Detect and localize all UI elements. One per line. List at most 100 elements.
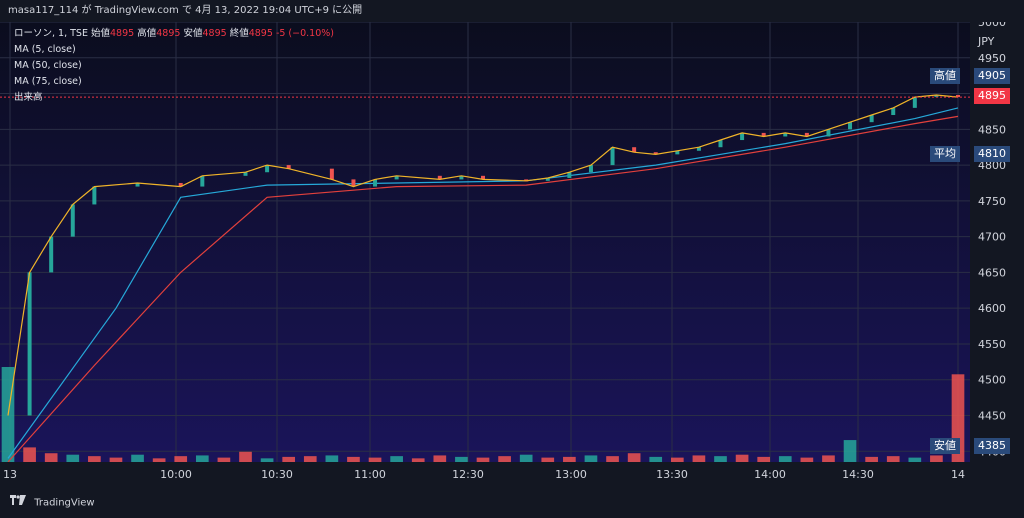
volume-bar xyxy=(886,456,900,462)
chart-legend: ローソン, 1, TSE 始値4895 高値4895 安値4895 終値4895… xyxy=(14,26,334,106)
y-tick-label: 4600 xyxy=(978,302,1006,315)
volume-bar xyxy=(44,453,58,462)
avg-tag-value: 4810 xyxy=(974,146,1010,162)
legend-symbol[interactable]: ローソン, 1, TSE xyxy=(14,28,88,39)
candle xyxy=(610,147,615,166)
close-label: 終値 xyxy=(229,28,249,39)
volume-bar xyxy=(930,455,943,462)
candle xyxy=(956,94,960,98)
candle xyxy=(869,115,874,123)
volume-bar xyxy=(152,458,166,462)
candle xyxy=(49,236,54,273)
ma75-line xyxy=(7,115,959,463)
candle xyxy=(459,175,464,180)
volume-bar xyxy=(865,456,878,462)
y-tick-label: 4450 xyxy=(978,409,1006,422)
y-tick-label: 4800 xyxy=(978,159,1006,172)
time-axis-bg xyxy=(0,462,970,488)
x-tick-label: 14:00 xyxy=(754,468,786,481)
x-tick-label: 13:30 xyxy=(656,468,688,481)
footer: TradingView xyxy=(0,488,1024,517)
close-value: 4895 xyxy=(248,28,273,39)
y-tick-label: 4700 xyxy=(978,231,1006,244)
plot-background xyxy=(0,22,970,462)
volume-bar xyxy=(692,455,706,462)
volume-bar xyxy=(23,447,36,462)
volume-bar xyxy=(368,457,382,462)
candle xyxy=(567,172,572,178)
x-tick-label: 11:00 xyxy=(354,468,386,481)
legend-ma75[interactable]: MA (75, close) xyxy=(14,76,82,87)
low-tag-label: 安値 xyxy=(930,438,960,454)
candle xyxy=(329,168,334,180)
high-label: 高値 xyxy=(137,28,157,39)
volume-bar xyxy=(476,457,490,462)
x-tick-label: 14:30 xyxy=(842,468,874,481)
candle xyxy=(675,150,680,155)
candle xyxy=(761,132,766,137)
candle xyxy=(653,152,658,155)
candle xyxy=(178,182,183,187)
volume-bar xyxy=(735,454,749,462)
x-tick-label: 10:00 xyxy=(160,468,192,481)
legend-volume[interactable]: 出来高 xyxy=(14,92,43,103)
volume-bar xyxy=(822,455,835,462)
open-label: 始値 xyxy=(91,28,111,39)
price-chart[interactable]: 5000495049004850480047504700465046004550… xyxy=(0,22,1024,488)
volume-bar xyxy=(670,457,684,462)
volume-bar xyxy=(260,458,274,462)
y-tick-label: 4950 xyxy=(978,52,1006,65)
volume-bar xyxy=(390,456,403,462)
volume-bar xyxy=(131,454,144,462)
candle xyxy=(912,97,917,108)
x-tick-label: 14 xyxy=(951,468,965,481)
candle xyxy=(588,165,593,173)
legend-ohlc: 始値4895 高値4895 安値4895 終値4895 -5 (−0.10%) xyxy=(91,28,334,39)
volume-bar xyxy=(217,457,231,462)
tradingview-logo-icon[interactable] xyxy=(10,488,26,517)
candle xyxy=(70,204,75,237)
volume-bar xyxy=(66,454,80,462)
candle xyxy=(891,107,896,116)
high-tag-value: 4905 xyxy=(974,68,1010,84)
x-tick-label: 12:30 xyxy=(452,468,484,481)
volume-bar xyxy=(498,456,511,462)
candle xyxy=(200,175,205,187)
volume-bar xyxy=(584,455,598,462)
volume-bar xyxy=(563,456,576,462)
candle xyxy=(545,177,550,181)
candle xyxy=(934,94,939,98)
volume-bar xyxy=(541,457,555,462)
candle xyxy=(265,165,270,173)
candle xyxy=(286,165,291,169)
legend-ma50[interactable]: MA (50, close) xyxy=(14,60,82,71)
grid xyxy=(0,22,970,462)
candle xyxy=(740,132,745,141)
high-tag-label: 高値 xyxy=(930,68,960,84)
low-tag-value: 4385 xyxy=(974,438,1010,454)
volume-bar xyxy=(714,456,727,462)
candle xyxy=(848,122,853,130)
y-tick-label: 4750 xyxy=(978,195,1006,208)
volume-bar xyxy=(843,440,857,462)
volume-bar xyxy=(455,456,468,462)
candle xyxy=(481,175,485,180)
open-value: 4895 xyxy=(110,28,135,39)
legend-ma5[interactable]: MA (5, close) xyxy=(14,44,76,55)
candle xyxy=(351,179,356,187)
candle xyxy=(783,132,788,137)
low-label: 安値 xyxy=(183,28,203,39)
y-tick-label: 5000 xyxy=(978,22,1006,29)
high-value: 4895 xyxy=(156,28,181,39)
y-tick-label: 4850 xyxy=(978,123,1006,136)
footer-brand[interactable]: TradingView xyxy=(34,497,95,509)
candle xyxy=(437,175,442,180)
volume-bar xyxy=(800,457,814,462)
ma50-line xyxy=(7,107,959,459)
candle xyxy=(373,179,378,187)
x-tick-label: 10:30 xyxy=(261,468,293,481)
candle xyxy=(718,140,723,148)
y-tick-label: 4550 xyxy=(978,338,1006,351)
time-axis[interactable]: 13 10:00 10:30 11:00 12:30 13:00 13:30 14:00 14:… xyxy=(0,462,970,488)
low-value: 4895 xyxy=(202,28,227,39)
